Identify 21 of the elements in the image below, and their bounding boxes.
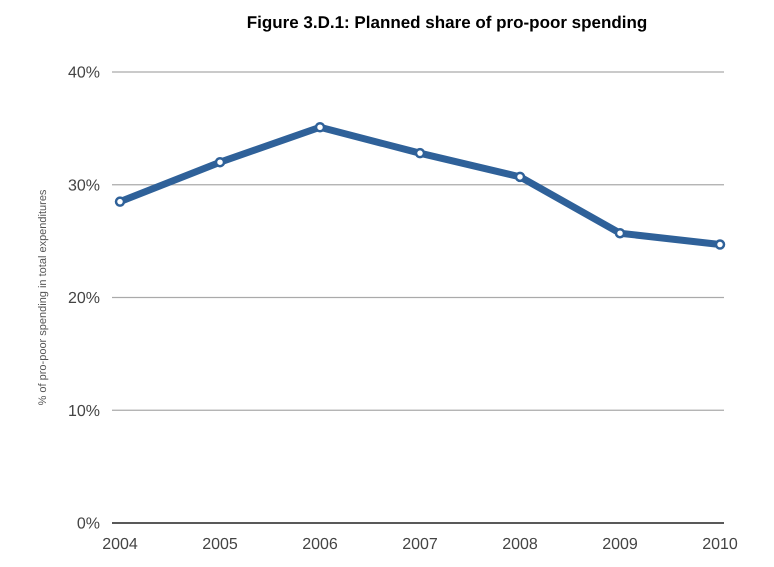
y-tick-label: 40% [68,64,100,82]
x-tick-label: 2006 [302,536,338,553]
point [314,122,326,132]
point [614,228,626,238]
x-tick-label: 2007 [402,536,438,553]
point [214,156,226,168]
y-tick-label: 0% [76,516,100,533]
point [114,196,126,207]
point [514,172,526,182]
y-tick-label: 20% [68,290,100,308]
chart-title: Figure 3.D.1: Planned share of pro-poor spending [246,13,648,32]
y-axis-title: % of pro-poor spending in total expenditures [37,189,49,406]
x-tick-label: 2009 [602,536,638,553]
point [714,239,726,250]
point [414,148,426,158]
y-tick-label: 10% [68,402,100,420]
x-tick-label: 2010 [702,536,738,553]
x-tick-label: 2008 [502,536,538,553]
y-tick-label: 30% [68,177,100,194]
x-tick-label: 2005 [202,536,238,553]
x-tick-label: 2004 [102,536,138,553]
